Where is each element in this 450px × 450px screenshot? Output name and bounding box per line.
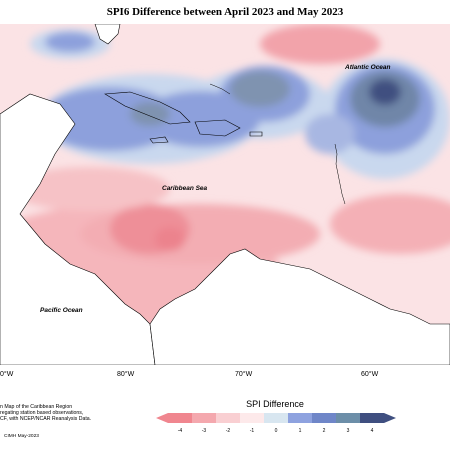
legend-swatch [264,413,288,423]
legend-tick-label: 2 [323,428,326,434]
hispaniola [194,119,241,137]
land [0,24,450,365]
longitude-label-left: 0°W [0,371,14,378]
south-america [149,248,450,365]
legend-tick-label: 0 [275,428,278,434]
map-title: SPI6 Difference between April 2023 and M… [106,6,344,18]
longitude-label-70w: 70°W [235,371,253,378]
legend-swatch [288,413,312,423]
description-line: regating station based observations, [0,410,84,417]
legend-tick-label: -3 [202,428,207,434]
legend-title: SPI Difference [246,399,304,409]
legend-swatch [216,413,240,423]
longitude-label-60w: 60°W [361,371,379,378]
legend-swatch [312,413,336,423]
legend-swatch [336,413,360,423]
puerto-rico [249,131,263,137]
legend-tick-label: -2 [226,428,231,434]
florida [94,24,121,45]
legend-arrow-left [156,413,168,423]
map-description: n Map of the Caribbean Region regating s… [0,404,140,423]
lesser-antilles [209,83,346,205]
legend-tick-label: -4 [178,428,183,434]
longitude-label-80w: 80°W [117,371,135,378]
caribbean-sea-label: Caribbean Sea [162,185,208,192]
pacific-ocean-label: Pacific Ocean [40,307,83,314]
jamaica [149,136,169,144]
legend-swatch [168,413,192,423]
legend-swatch [360,413,384,423]
cuba [104,91,191,125]
legend-tick-label: 4 [371,428,374,434]
atlantic-ocean-label: Atlantic Ocean [344,64,391,71]
legend-tick-label: 1 [299,428,302,434]
legend-arrow-right [384,413,396,423]
legend-tick-label: 3 [347,428,350,434]
spi-difference-map: Atlantic Ocean Caribbean Sea Pacific Oce… [0,24,450,365]
legend-tick-label: -1 [250,428,255,434]
legend-swatch [192,413,216,423]
legend-swatch [240,413,264,423]
description-line: n Map of the Caribbean Region [0,404,73,410]
description-line: CF, with NCEP/NCAR Reanalysis Data. [0,416,92,423]
color-legend: -4 -3 -2 -1 0 1 2 3 4 [156,413,396,434]
credit-text: CIMH May-2023 [4,434,39,439]
